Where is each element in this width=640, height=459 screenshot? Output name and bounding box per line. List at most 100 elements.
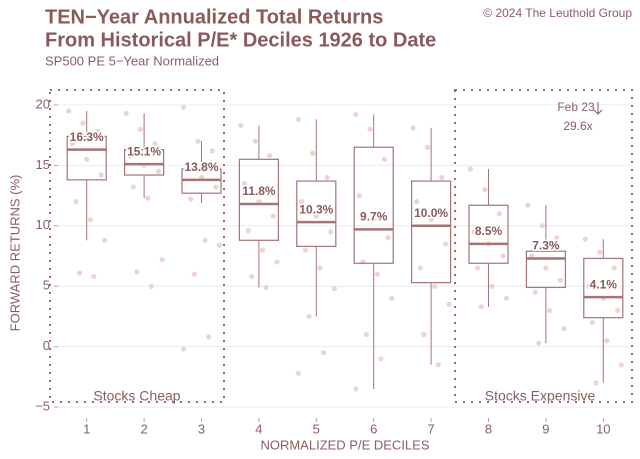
box: [238, 158, 280, 241]
point: [328, 229, 334, 235]
point: [586, 283, 592, 289]
point: [410, 125, 416, 131]
point: [363, 331, 370, 338]
point: [604, 338, 610, 344]
expensive-region: [454, 89, 633, 403]
point: [209, 148, 215, 154]
point: [615, 307, 621, 314]
point: [471, 229, 477, 235]
point: [76, 270, 83, 276]
y-tick-label: 15: [36, 157, 50, 172]
point: [195, 138, 201, 144]
point: [184, 162, 190, 168]
chart-title: From Historical P/E* Deciles 1926 to Dat…: [45, 29, 436, 51]
annotation-arrow: [593, 102, 603, 115]
point: [536, 340, 542, 346]
box: [66, 135, 107, 181]
point: [496, 211, 502, 217]
y-axis-label: FORWARD RETURNS (%): [7, 175, 22, 332]
box: [525, 250, 567, 289]
x-axis-label: NORMALIZED P/E DECILES: [260, 437, 429, 452]
box: [353, 146, 394, 264]
point: [73, 199, 79, 205]
point: [618, 362, 624, 368]
point: [356, 192, 362, 199]
point: [252, 138, 258, 144]
point: [152, 141, 158, 147]
point: [374, 271, 380, 277]
points: [66, 104, 624, 392]
point: [102, 237, 108, 243]
point: [467, 166, 474, 172]
point: [442, 241, 449, 247]
point: [353, 111, 359, 118]
point: [206, 334, 212, 340]
median-label: 16.3%: [70, 130, 104, 144]
y-tick-label: 5: [43, 278, 50, 293]
point: [424, 144, 431, 150]
point: [98, 172, 104, 178]
point: [582, 236, 588, 242]
median-label: 11.8%: [242, 184, 276, 198]
point: [417, 265, 423, 271]
region-label: Stocks Cheap: [93, 388, 180, 404]
point: [302, 247, 309, 253]
point: [478, 304, 484, 310]
point: [385, 235, 391, 241]
chart-subtitle: SP500 PE 5−Year Normalized: [45, 53, 219, 68]
point: [324, 174, 330, 181]
x-tick-label: 2: [140, 421, 147, 436]
point: [597, 249, 603, 255]
point: [216, 242, 223, 248]
point: [317, 265, 323, 271]
point: [188, 196, 194, 202]
point: [130, 184, 136, 190]
point: [500, 253, 506, 259]
point: [245, 228, 251, 234]
y-tick-label: 20: [36, 96, 50, 111]
x-tick-label: 7: [427, 421, 434, 436]
x-tick-label: 4: [255, 421, 262, 436]
point: [180, 104, 187, 110]
point: [127, 153, 133, 159]
point: [532, 289, 538, 295]
point: [259, 247, 266, 253]
point: [134, 269, 140, 275]
point: [155, 168, 162, 175]
point: [439, 174, 445, 181]
x-tick-label: 9: [542, 421, 549, 436]
point: [274, 259, 280, 265]
point: [306, 313, 312, 320]
box: [468, 204, 509, 264]
median-label: 8.5%: [475, 224, 503, 238]
point: [371, 217, 377, 223]
point: [299, 199, 305, 205]
point: [249, 273, 255, 280]
x-tick-label: 8: [485, 421, 492, 436]
point: [87, 217, 93, 223]
point: [482, 186, 488, 193]
region-label: Stocks Expensive: [485, 388, 596, 404]
median-label: 7.3%: [532, 239, 560, 253]
point: [378, 356, 384, 362]
point: [241, 180, 248, 187]
point: [421, 331, 427, 338]
point: [159, 257, 165, 263]
point: [489, 283, 495, 289]
point: [84, 156, 90, 162]
source: © 2024 The Leuthold Group: [483, 6, 632, 20]
point: [414, 199, 420, 205]
point: [525, 202, 531, 208]
point: [295, 116, 301, 123]
point: [295, 370, 301, 376]
point: [432, 283, 438, 289]
point: [446, 301, 452, 307]
x-tick-label: 5: [313, 421, 320, 436]
median-label: 4.1%: [590, 277, 618, 291]
median-label: 13.8%: [184, 160, 218, 174]
point: [539, 223, 545, 229]
point: [367, 126, 373, 132]
point: [554, 235, 560, 241]
point: [137, 126, 144, 132]
point: [313, 213, 319, 219]
